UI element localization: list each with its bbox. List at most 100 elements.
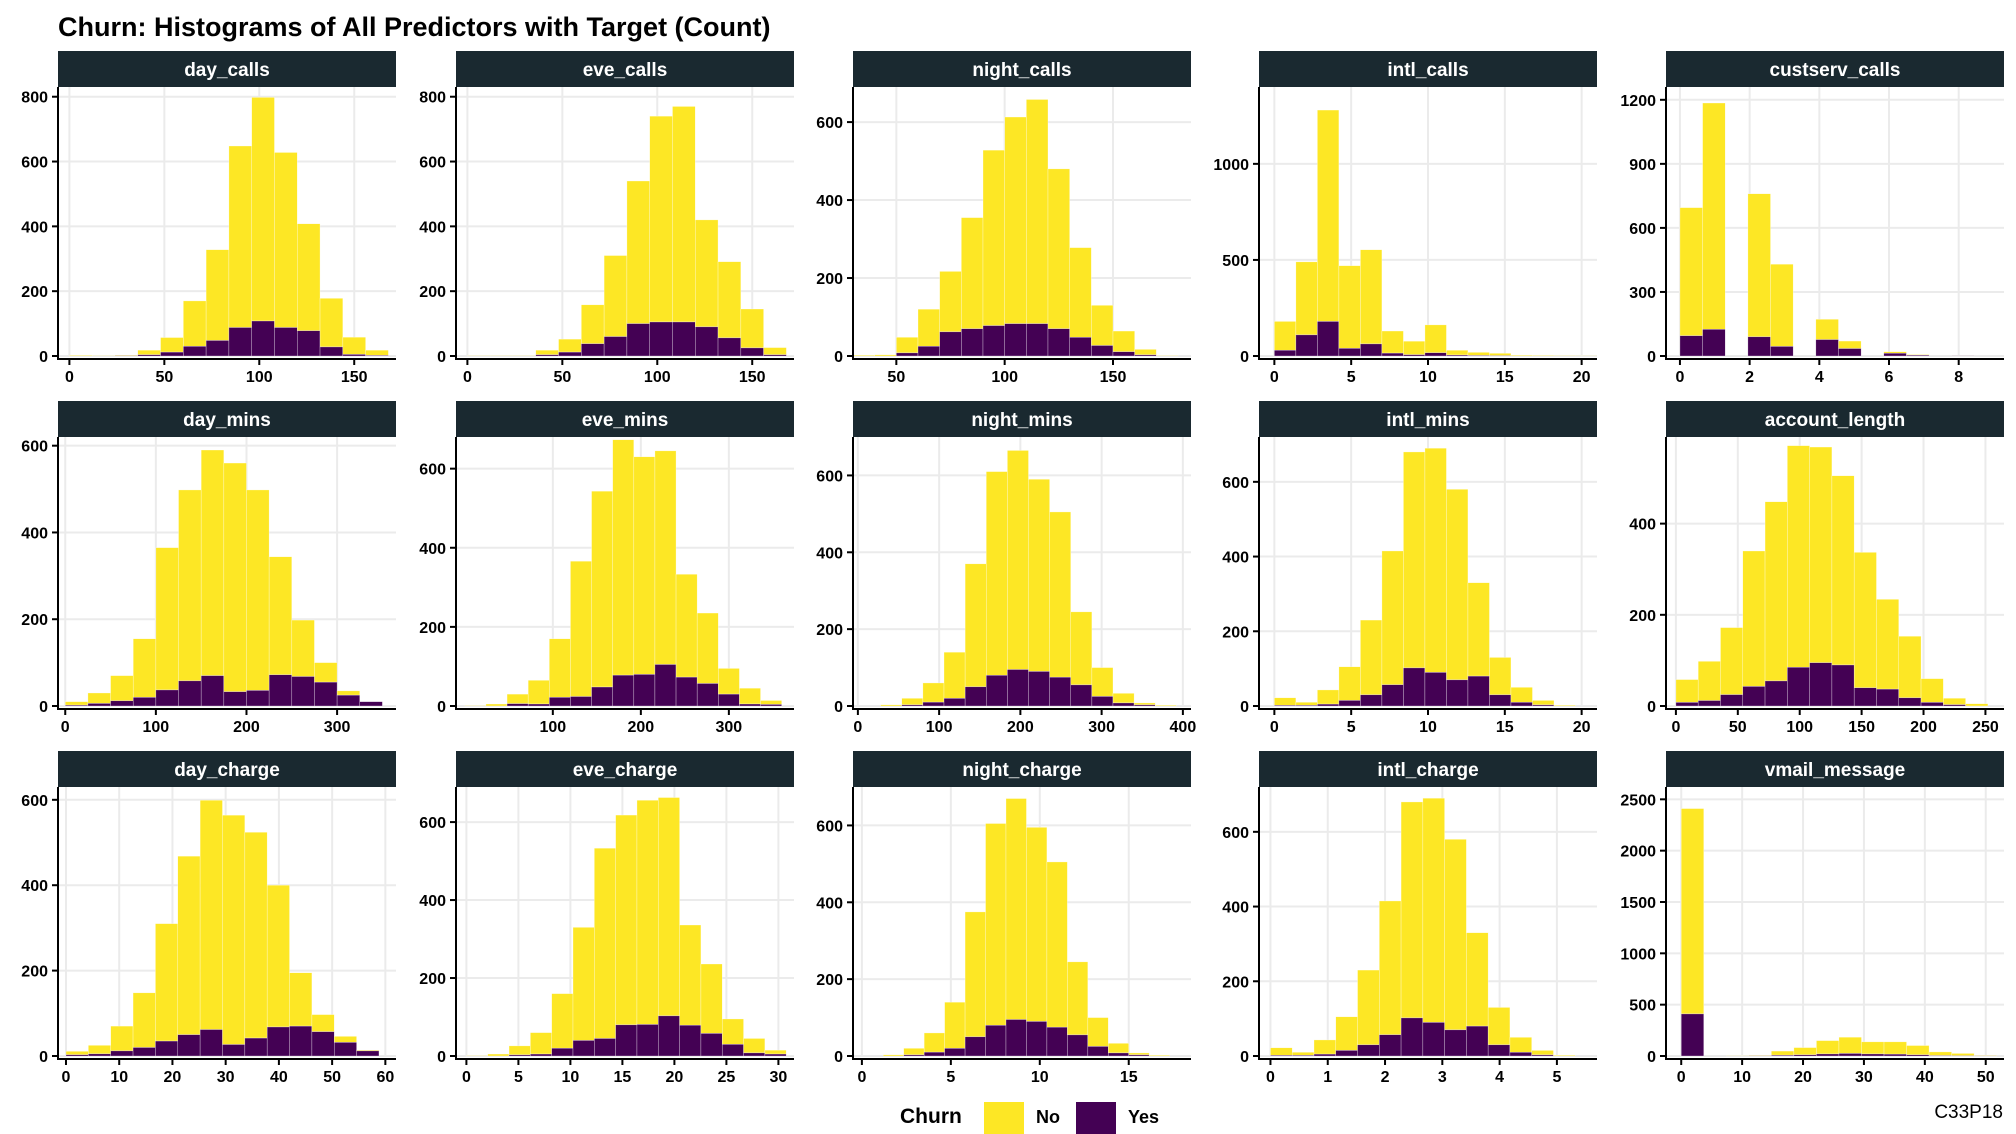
bar-no — [1335, 1016, 1358, 1051]
bar-no — [760, 700, 782, 705]
strip-label-day_calls: day_calls — [184, 60, 270, 81]
bar-yes — [739, 703, 761, 707]
tick-label-x: 150 — [1100, 369, 1127, 386]
bar-yes — [1270, 1055, 1293, 1057]
bar-no — [1787, 445, 1810, 668]
bar-yes — [1069, 337, 1092, 357]
strip-label-eve_calls: eve_calls — [583, 60, 668, 81]
bar-yes — [1876, 688, 1900, 707]
bar-no — [1466, 932, 1489, 1027]
strip-label-night_mins: night_mins — [971, 410, 1072, 431]
legend-swatch-no — [984, 1102, 1024, 1134]
tick-label-x: 5 — [1347, 719, 1356, 736]
tick-label-x: 0 — [853, 719, 862, 736]
bar-no — [1675, 679, 1699, 703]
bar-no — [155, 547, 179, 691]
tick-label-y: 0 — [39, 1049, 48, 1066]
panel-eve_charge: eve_charge 0 5 10 15 20 25 30 0 200 400 600 — [419, 751, 794, 1086]
tick-label-x: 0 — [463, 369, 472, 386]
bar-no — [1487, 1007, 1511, 1046]
tick-label-y: 0 — [1647, 349, 1656, 366]
bar-no — [177, 855, 201, 1035]
tick-label-x: 4 — [1495, 1069, 1504, 1086]
bar-no — [1381, 550, 1404, 685]
bar-no — [549, 638, 571, 698]
bar-no — [1338, 265, 1361, 349]
bar-yes — [1422, 1022, 1445, 1057]
tick-label-y: 200 — [419, 620, 446, 637]
tick-label-y: 600 — [816, 818, 843, 835]
bar-no — [743, 1038, 766, 1054]
bar-no — [695, 219, 719, 328]
bar-yes — [1679, 335, 1703, 357]
bar-yes — [1770, 346, 1794, 357]
tick-label-x: 20 — [1794, 1069, 1812, 1086]
bar-yes — [1815, 339, 1839, 357]
bar-no — [1770, 263, 1794, 347]
bar-no — [1771, 1050, 1795, 1056]
tick-label-x: 20 — [1573, 719, 1591, 736]
tick-label-y: 0 — [1647, 1049, 1656, 1066]
bar-yes — [718, 693, 740, 707]
bar-no — [1148, 1054, 1170, 1057]
bar-no — [274, 152, 298, 328]
bar-yes — [356, 1050, 380, 1057]
tick-label-x: 5 — [946, 1069, 955, 1086]
tick-label-x: 150 — [739, 369, 766, 386]
bar-no — [1793, 1047, 1817, 1056]
bar-no — [1444, 839, 1467, 1031]
tick-label-y: 600 — [816, 115, 843, 132]
bar-yes — [88, 1053, 111, 1057]
bar-no — [314, 662, 338, 683]
tick-label-y: 800 — [21, 90, 48, 107]
tick-label-x: 250 — [1972, 719, 1999, 736]
tick-label-y: 600 — [816, 468, 843, 485]
tick-label-y: 600 — [21, 793, 48, 810]
tick-label-y: 900 — [1629, 157, 1656, 174]
tick-label-y: 600 — [419, 462, 446, 479]
tick-label-y: 200 — [419, 971, 446, 988]
bar-yes — [1883, 352, 1907, 357]
bar-no — [1679, 207, 1703, 336]
bar-no — [132, 638, 157, 698]
strip-eve_charge — [456, 751, 794, 787]
tick-label-y: 500 — [1222, 253, 1249, 270]
bar-yes — [1467, 355, 1490, 357]
bar-yes — [222, 1044, 246, 1057]
bar-yes — [336, 694, 361, 707]
bar-yes — [1295, 705, 1318, 707]
tick-label-y: 400 — [21, 219, 48, 236]
bar-no — [939, 271, 962, 333]
bar-yes — [1067, 1034, 1089, 1057]
bar-yes — [178, 680, 202, 707]
bar-no — [1883, 1041, 1907, 1055]
panel-account_length: account_length 0 50 100 150 200 250 0 200 400 — [1629, 401, 2004, 736]
bar-no — [700, 963, 723, 1034]
bar-no — [311, 1014, 335, 1032]
bar-yes — [633, 674, 656, 707]
bar-yes — [274, 327, 298, 357]
bar-yes — [1091, 345, 1114, 357]
tick-label-x: 0 — [1677, 1069, 1686, 1086]
tick-label-y: 200 — [21, 284, 48, 301]
bar-yes — [1510, 702, 1533, 707]
bar-no — [1155, 704, 1177, 707]
tick-label-y: 400 — [419, 893, 446, 910]
strip-intl_mins — [1259, 401, 1597, 437]
bar-no — [1112, 330, 1135, 352]
bar-yes — [939, 331, 962, 357]
bar-no — [1876, 599, 1900, 690]
bar-yes — [986, 675, 1008, 707]
bar-yes — [527, 703, 550, 707]
tick-label-y: 200 — [1222, 624, 1249, 641]
bar-no — [199, 799, 223, 1030]
bar-yes — [917, 346, 940, 357]
bar-yes — [1809, 662, 1833, 707]
bar-no — [896, 337, 919, 354]
bar-no — [1026, 99, 1049, 324]
bar-no — [1697, 661, 1721, 701]
bar-yes — [530, 1053, 552, 1057]
tick-label-x: 200 — [1910, 719, 1937, 736]
strip-label-intl_calls: intl_calls — [1387, 60, 1468, 81]
tick-label-y: 200 — [1629, 608, 1656, 625]
